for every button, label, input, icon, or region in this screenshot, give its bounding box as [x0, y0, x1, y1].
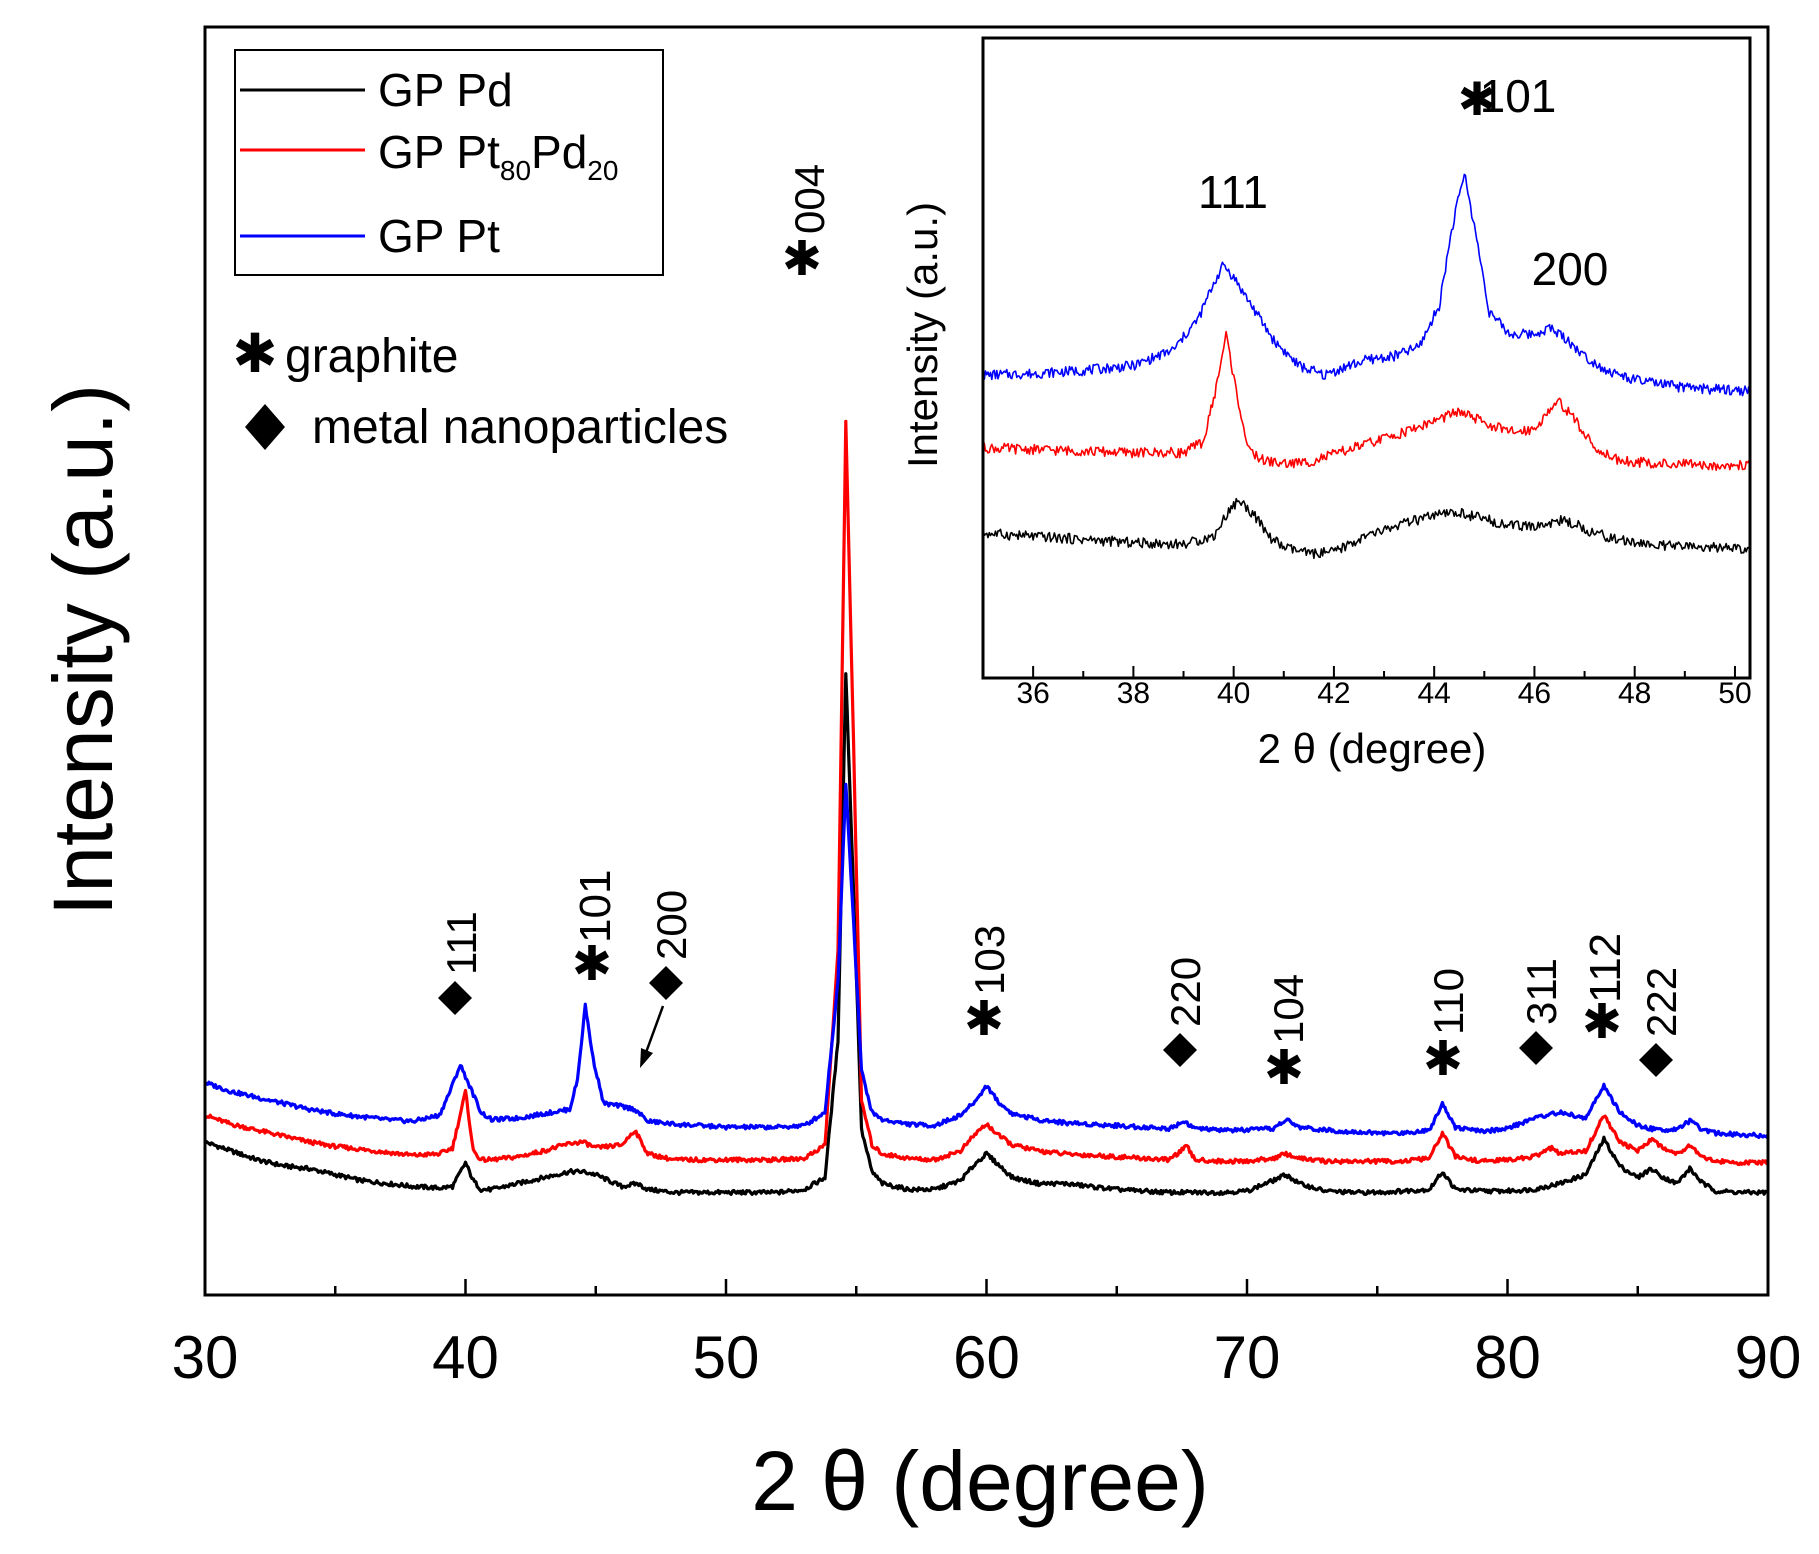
- symbol-legend: ✱ graphite metal nanoparticles: [232, 324, 728, 454]
- annotation-label-111: 111: [438, 911, 485, 975]
- symbol-legend-metal-nanoparticles: metal nanoparticles: [312, 401, 728, 454]
- inset-tick-label: 40: [1217, 677, 1250, 710]
- annotation-label-311: 311: [1518, 958, 1565, 1025]
- main-tick-label: 60: [953, 1324, 1020, 1391]
- annotation-label-112: 112: [1581, 933, 1630, 1003]
- main-tick-label: 50: [693, 1324, 760, 1391]
- inset-tick-label: 46: [1518, 677, 1551, 710]
- annotation-star-icon: ✱: [572, 938, 612, 991]
- inset-annotation-111: 111: [1198, 166, 1268, 218]
- inset-tick-label: 50: [1718, 677, 1751, 710]
- legend-label-gp-pt80pd20: GP Pt80Pd20: [378, 126, 618, 186]
- main-series-gp-pd: [203, 672, 1769, 1197]
- inset-tick-label: 38: [1117, 677, 1150, 710]
- inset-star-icon: ✱: [1458, 73, 1497, 125]
- annotation-star-icon: ✱: [1582, 996, 1622, 1049]
- inset-frame: [981, 36, 1752, 680]
- annotation-label-101: 101: [571, 870, 620, 943]
- annotation-label-220: 220: [1162, 957, 1209, 1027]
- inset-series-gp-pt80pd20: [982, 330, 1751, 471]
- main-series-gp-pt80pd20: [204, 419, 1769, 1167]
- annotation-label-103: 103: [966, 925, 1013, 995]
- inset-tick-label: 44: [1417, 677, 1450, 710]
- peak-annotations: 111 ✱101 200✱004✱103 220✱104✱110 311 ✱112 222: [438, 164, 1685, 1095]
- legend-label-gp-pt: GP Pt: [378, 210, 500, 262]
- annotation-label-004: 004: [786, 164, 833, 234]
- annotation-label-200: 200: [648, 890, 695, 960]
- main-tick-label: 70: [1214, 1324, 1281, 1391]
- annotation-star-icon: ✱: [782, 233, 822, 286]
- main-series-gp-pt: [204, 782, 1770, 1139]
- inset-tick-label: 48: [1618, 677, 1651, 710]
- inset-annotation-200: 200: [1532, 243, 1609, 295]
- annotation-label-222: 222: [1638, 967, 1685, 1037]
- inset-annotations: 111 ✱101 200: [1198, 70, 1608, 295]
- annotation-diamond-icon: [438, 981, 472, 1015]
- main-y-axis-label: Intensity (a.u.): [36, 384, 130, 916]
- annotation-diamond-icon: [1519, 1031, 1553, 1065]
- diamond-symbol-icon: [245, 404, 285, 450]
- inset-y-axis-label: Intensity (a.u.): [899, 202, 946, 468]
- main-series-group: [203, 419, 1770, 1197]
- main-x-ticks: 30 40 50 60 70 80 90: [172, 1279, 1802, 1391]
- annotation-diamond-icon: [1163, 1033, 1197, 1067]
- star-symbol-icon: ✱: [232, 324, 277, 384]
- main-tick-label: 90: [1735, 1324, 1802, 1391]
- annotation-diamond-icon: [1639, 1043, 1673, 1077]
- inset-annotation-101: 101: [1480, 70, 1557, 122]
- inset-plot: 36 38 40 42 44 46 48 50 111 ✱101 200 2 θ (degree)…: [899, 36, 1752, 772]
- annotation-label-110: 110: [1425, 968, 1472, 1035]
- main-tick-label: 80: [1474, 1324, 1541, 1391]
- main-tick-label: 30: [172, 1324, 239, 1391]
- annotation-diamond-icon: [649, 966, 683, 1000]
- main-x-axis-label: 2 θ (degree): [751, 1434, 1209, 1528]
- annotation-star-icon: ✱: [1423, 1033, 1463, 1086]
- inset-series-gp-pt: [982, 173, 1751, 397]
- annotation-star-icon: ✱: [1264, 1042, 1304, 1095]
- annotation-label-104: 104: [1265, 974, 1312, 1044]
- symbol-legend-graphite: graphite: [285, 330, 458, 383]
- legend-label-gp-pd: GP Pd: [378, 64, 513, 116]
- inset-series-gp-pd: [982, 497, 1751, 560]
- inset-x-ticks: 36 38 40 42 44 46 48 50: [982, 666, 1752, 710]
- inset-tick-label: 42: [1317, 677, 1350, 710]
- series-legend: GP Pd GP Pt80Pd20 GP Pt: [234, 49, 664, 276]
- main-plot: 30 40 50 60 70 80 90 111 ✱101 200✱004✱103 220✱104…: [36, 25, 1802, 1528]
- inset-tick-label: 36: [1016, 677, 1049, 710]
- annotation-star-icon: ✱: [964, 993, 1004, 1046]
- inset-series-group: [982, 173, 1751, 560]
- annotation-arrow: [642, 1005, 665, 1059]
- inset-x-axis-label: 2 θ (degree): [1258, 725, 1487, 772]
- annotation-arrowhead-icon: [640, 1048, 653, 1068]
- main-tick-label: 40: [432, 1324, 499, 1391]
